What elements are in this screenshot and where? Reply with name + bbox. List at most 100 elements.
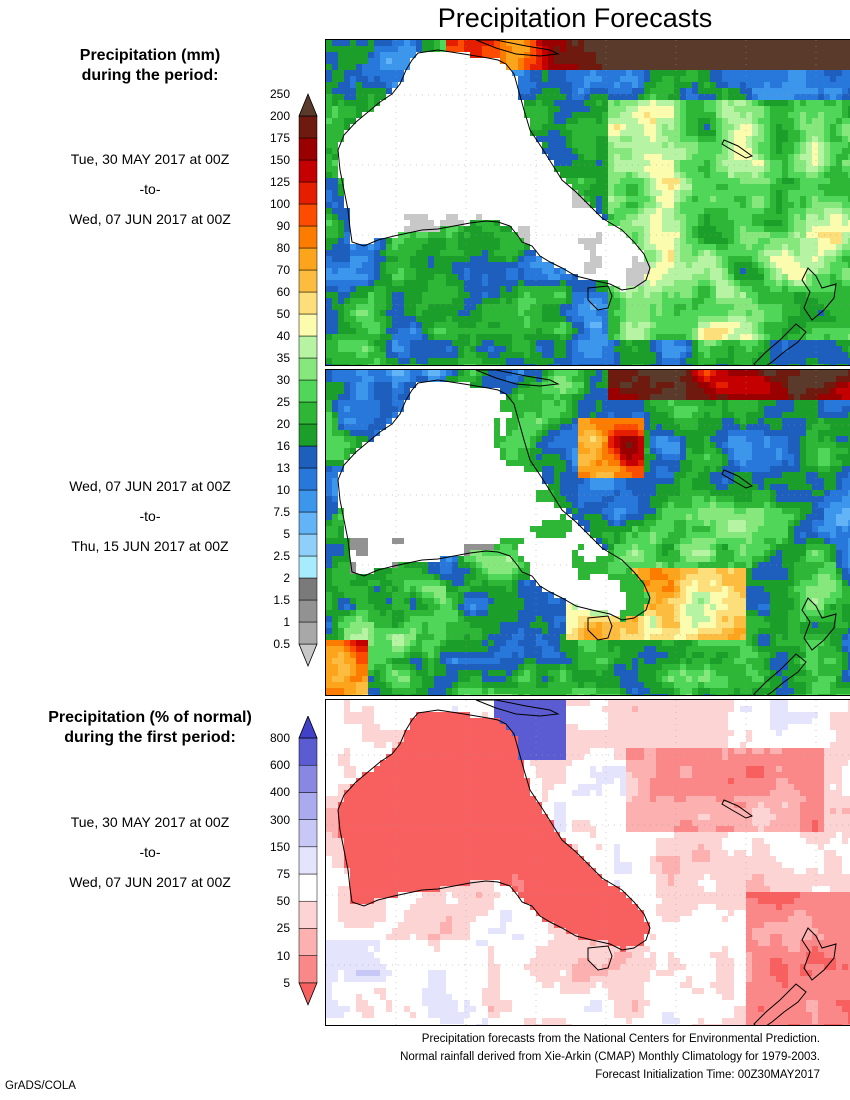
colorbar-mm-title-line1: Precipitation (mm) [79,47,221,64]
lat-lon-grid [326,40,850,365]
colorbar-mm-tick-label: 0.5 [273,637,290,651]
colorbar-mm-tick-label: 30 [276,373,290,387]
period-1-sep: -to- [139,181,161,197]
colorbar-pct-swatch [298,737,318,766]
colorbar-mm-tick-label: 175 [269,131,290,145]
map-panel-week1 [325,39,850,366]
period-1-dates: Tue, 30 MAY 2017 at 00Z -to- Wed, 07 JUN… [0,148,300,238]
footer-line3: Forecast Initialization Time: 00Z30MAY20… [595,1069,820,1081]
colorbar-mm-tick-label: 250 [269,87,290,101]
colorbar-mm-tick-label: 80 [276,241,290,255]
colorbar-pct-tick-label: 75 [276,867,290,881]
colorbar-mm-tick-label: 50 [276,307,290,321]
colorbar-mm-swatch [298,577,318,601]
colorbar-mm-swatch [298,357,318,381]
colorbar-mm-tick-label: 200 [269,109,290,123]
colorbar-pct-tick-label: 25 [276,921,290,936]
colorbar-mm-tick-label: 150 [269,153,290,167]
lat-lon-grid [326,370,850,695]
period-2-dates: Wed, 07 JUN 2017 at 00Z -to- Thu, 15 JUN… [0,475,300,565]
colorbar-mm-tick-label: 1.5 [273,593,290,607]
colorbar-pct-tick-label: 5 [283,975,290,990]
coastlines [337,40,837,365]
colorbar-pct-swatch [298,928,318,956]
colorbar-mm-swatch [298,247,318,271]
colorbar-mm-tick-label: 90 [276,219,290,233]
colorbar-mm-title: Precipitation (mm) during the period: [0,46,300,86]
colorbar-mm-swatch [298,445,318,469]
precip-field [326,370,850,695]
colorbar-pct-bar [298,716,318,1006]
colorbar-mm-swatch [298,313,318,337]
colorbar-pct-tick-label: 300 [269,812,290,827]
colorbar-mm-swatch [298,467,318,491]
footer-notes: Precipitation forecasts from the Nationa… [400,1030,820,1084]
page-title: Precipitation Forecasts [437,3,713,33]
precip-field [326,40,850,365]
map-panel-percent [325,699,850,1026]
colorbar-pct-swatch [298,900,318,929]
colorbar-pct-swatch [298,792,318,820]
period-2-start: Wed, 07 JUN 2017 at 00Z [69,478,231,494]
colorbar-mm-tick-label: 40 [276,329,290,343]
colorbar-mm-swatch [298,159,318,183]
colorbar-mm-swatch [298,379,318,403]
colorbar-mm-swatch-low [298,643,318,668]
precip-map-week2 [326,370,850,695]
colorbar-mm-tick-label: 1 [283,615,290,629]
colorbar-mm-swatch [298,423,318,447]
colorbar-mm-tick-label: 60 [276,285,290,299]
colorbar-pct-tick-label: 400 [269,785,290,800]
lat-lon-grid [326,700,850,1025]
colorbar-mm-swatch [298,621,318,645]
colorbar-pct-title: Precipitation (% of normal) during the f… [0,708,300,748]
coastlines [337,370,837,695]
colorbar-mm-bar [298,92,318,668]
colorbar-pct-swatch-low [298,982,318,1006]
colorbar-pct-tick-label: 600 [269,758,290,773]
colorbar-pct-swatch [298,955,318,984]
colorbar-mm-tick-label: 7.5 [273,505,290,519]
colorbar-pct-title-line1: Precipitation (% of normal) [48,709,252,726]
period-1-end: Wed, 07 JUN 2017 at 00Z [69,211,231,227]
colorbar-mm-swatch [298,291,318,315]
colorbar-mm-tick-label: 16 [276,439,290,453]
colorbar-mm-swatch [298,511,318,535]
period-3-sep: -to- [139,844,161,860]
period-3-dates: Tue, 30 MAY 2017 at 00Z -to- Wed, 07 JUN… [0,811,300,901]
colorbar-mm-swatch-high [298,92,318,117]
colorbar-mm-swatch [298,489,318,513]
colorbar-mm-tick-label: 20 [276,417,290,431]
colorbar-mm-swatch [298,269,318,293]
colorbar-pct-swatch [298,873,318,902]
footer-line2: Normal rainfall derived from Xie-Arkin (… [400,1051,820,1063]
period-2-end: Thu, 15 JUN 2017 at 00Z [71,538,229,554]
precip-map-week1 [326,40,850,365]
colorbar-mm-swatch [298,203,318,227]
colorbar-mm-swatch [298,335,318,359]
colorbar-mm-swatch [298,225,318,249]
colorbar-mm-tick-label: 2.5 [273,549,290,563]
colorbar-mm-tick-label: 35 [276,351,290,365]
colorbar-pct-swatch [298,819,318,848]
map-panel-week2 [325,369,850,696]
colorbar-mm-tick-label: 25 [276,395,290,409]
colorbar-pct-tick-label: 50 [276,894,290,909]
colorbar-mm-swatch [298,181,318,205]
colorbar-pct-tick-label: 800 [269,731,290,745]
period-3-end: Wed, 07 JUN 2017 at 00Z [69,874,231,890]
colorbar-pct-title-line2: during the first period: [64,729,236,746]
footer-line1: Precipitation forecasts from the Nationa… [421,1033,820,1045]
colorbar-mm-tick-label: 100 [269,197,290,211]
colorbar-pct-tick-label: 10 [276,948,290,963]
colorbar-mm-swatch [298,599,318,623]
colorbar-mm-swatch [298,555,318,579]
colorbar-mm-swatch [298,401,318,425]
colorbar-mm-tick-label: 2 [283,571,290,585]
coastlines [337,700,837,1025]
colorbar-mm-tick-label: 5 [283,527,290,541]
colorbar-mm-swatch [298,115,318,139]
colorbar-pct-tick-label: 150 [269,839,290,854]
precip-percent-map [326,700,850,1025]
colorbar-mm-title-line2: during the period: [81,67,219,84]
